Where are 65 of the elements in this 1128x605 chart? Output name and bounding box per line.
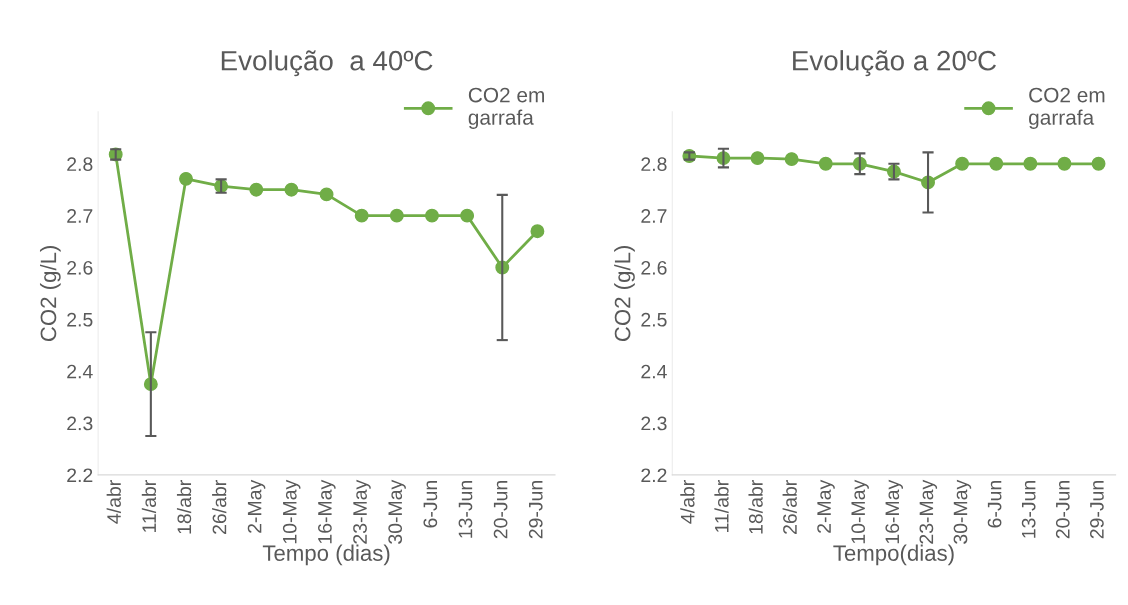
point: [750, 151, 765, 166]
x-tick-label: 26/abr: [782, 480, 797, 534]
x-tick-label: 16-May: [885, 479, 903, 544]
y-tick-label: 2.2: [67, 468, 93, 482]
point: [284, 182, 299, 197]
x-tick-label: 18/abr: [748, 480, 763, 534]
point: [989, 156, 1004, 171]
x-tick-label: 11/abr: [714, 480, 729, 532]
y-tick-label: 2.8: [641, 157, 667, 172]
x-tick-label: 26/abr: [212, 480, 227, 534]
y-tick-label: 2.4: [641, 364, 667, 379]
x-tick-label: 11/abr: [141, 480, 157, 532]
x-tick-label: 16-May: [318, 479, 336, 544]
y-tick-label: 2.3: [641, 416, 667, 431]
x-tick-label: 23-May: [919, 479, 938, 544]
y-axis-title: CO2 (g/L): [614, 246, 635, 342]
x-tick-label: 2-May: [247, 479, 266, 533]
x-tick-label: 6-Jun: [987, 481, 1002, 528]
point: [354, 208, 369, 223]
x-tick-label: 2-May: [817, 479, 835, 533]
chart-title: Evolução a 40ºC: [221, 50, 433, 77]
point: [460, 208, 475, 223]
x-tick-label: 29-Jun: [528, 481, 543, 539]
y-tick-label: 2.7: [67, 209, 93, 223]
point: [389, 208, 404, 223]
y-tick-label: 2.6: [67, 260, 93, 275]
x-axis-title: Tempo (dias): [262, 544, 390, 566]
chart-title: Evolução a 20ºC: [793, 50, 997, 77]
point: [179, 171, 193, 186]
y-axis-title: CO2 (g/L): [39, 246, 61, 342]
y-tick-label: 2.3: [67, 416, 93, 431]
y-tick-label: 2.2: [641, 468, 667, 482]
x-tick-label: 20-Jun: [1055, 481, 1070, 539]
x-tick-label: 4/abr: [106, 480, 121, 524]
x-tick-label: 18/abr: [176, 480, 192, 534]
x-tick-label: 4/abr: [680, 480, 695, 524]
x-tick-label: 13-Jun: [458, 481, 473, 538]
y-tick-label: 2.4: [67, 364, 93, 379]
x-axis-title: Tempo(dias): [833, 544, 954, 566]
x-tick-label: 10-May: [851, 479, 869, 544]
y-tick-label: 2.8: [67, 157, 93, 172]
point: [1023, 156, 1038, 171]
y-tick-label: 2.5: [641, 312, 667, 327]
x-tick-label: 6-Jun: [423, 481, 438, 528]
y-tick-label: 2.7: [641, 209, 667, 223]
x-tick-label: 30-May: [953, 479, 972, 544]
y-tick-label: 2.6: [641, 260, 667, 275]
point: [249, 182, 264, 197]
x-tick-label: 13-Jun: [1021, 481, 1036, 538]
x-tick-label: 29-Jun: [1089, 481, 1104, 539]
x-tick-label: 10-May: [282, 479, 301, 544]
x-tick-label: 23-May: [353, 479, 371, 544]
legend-label: CO2 em garrafa: [1029, 87, 1105, 129]
point: [1057, 156, 1072, 171]
x-tick-label: 30-May: [388, 479, 406, 544]
point: [530, 224, 545, 239]
x-tick-label: 20-Jun: [493, 481, 508, 539]
point: [425, 208, 439, 223]
y-tick-label: 2.5: [67, 312, 93, 327]
point: [955, 156, 970, 171]
point: [319, 187, 334, 202]
point: [784, 152, 799, 167]
point: [1091, 156, 1106, 171]
legend-label: CO2 em garrafa: [468, 87, 544, 129]
point: [818, 156, 833, 171]
